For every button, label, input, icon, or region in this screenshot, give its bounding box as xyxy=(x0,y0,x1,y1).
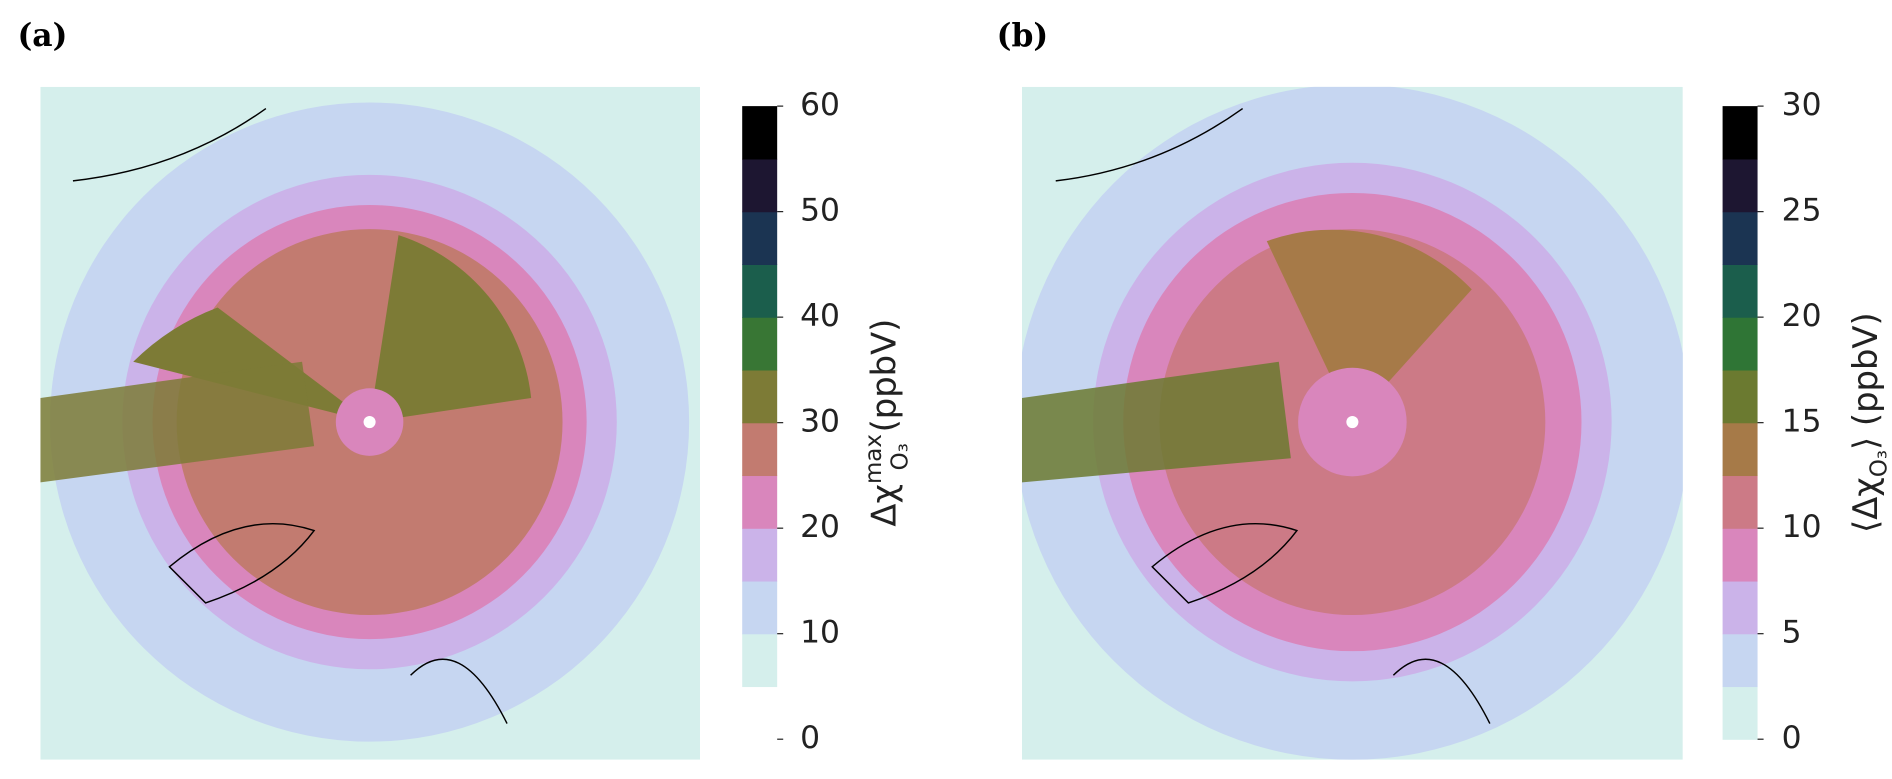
colorbar-bin xyxy=(742,369,778,424)
label-text: ⟨Δχ xyxy=(1846,477,1885,533)
colorbar-bin xyxy=(742,264,778,318)
tick-label: 40 xyxy=(800,298,840,334)
colorbar-bin xyxy=(742,580,778,635)
colorbar-bin xyxy=(742,106,778,160)
label-text: Δχ xyxy=(864,484,903,527)
colorbar-bin xyxy=(1722,475,1758,529)
tick-label: 30 xyxy=(800,404,840,440)
label-sup: max xyxy=(861,434,887,484)
colorbar-bin xyxy=(1722,686,1758,740)
map-b xyxy=(1021,86,1683,760)
colorbar-bin xyxy=(1722,633,1758,688)
tick-label: 5 xyxy=(1782,615,1802,651)
colorbar-bin xyxy=(1722,211,1758,265)
colorbar-bin xyxy=(1722,264,1758,318)
tick-label: 10 xyxy=(1782,509,1822,545)
colorbar-bin xyxy=(742,686,778,740)
map-a xyxy=(40,86,700,760)
tick-label: 20 xyxy=(1782,298,1822,334)
colorbar-bin xyxy=(742,475,778,529)
panel-label: (a) xyxy=(17,18,67,54)
colorbar-bin xyxy=(742,317,778,371)
colorbar-bin xyxy=(1722,422,1758,477)
colorbar-label: ⟨ΔχO₃⟩ (ppbV) xyxy=(1846,312,1892,533)
tick-label: 50 xyxy=(800,193,840,229)
colorbar-bin xyxy=(1722,528,1758,582)
colorbar-bin xyxy=(742,211,778,265)
tick-label: 30 xyxy=(1782,87,1822,123)
colorbar-bin xyxy=(1722,106,1758,160)
label-sub: O₃ xyxy=(1867,450,1892,477)
tick-label: 15 xyxy=(1782,404,1822,440)
colorbar-bin xyxy=(742,158,778,213)
colorbar-label: ΔχmaxO₃ (ppbV) xyxy=(861,319,914,527)
tick-label: 0 xyxy=(1782,720,1802,756)
colorbar-bin xyxy=(742,422,778,477)
label-unit: (ppbV) xyxy=(864,319,903,443)
colorbar-bin xyxy=(1722,158,1758,213)
colorbar-bin xyxy=(742,528,778,582)
tick-label: 60 xyxy=(800,87,840,123)
tick-label: 10 xyxy=(800,615,840,651)
tick-label: 0 xyxy=(800,720,820,756)
label-unit: ⟩ (ppbV) xyxy=(1846,312,1885,450)
colorbar-bin xyxy=(1722,369,1758,424)
label-sub: O₃ xyxy=(887,443,913,470)
colorbar-bin xyxy=(1722,580,1758,635)
tick-label: 25 xyxy=(1782,193,1822,229)
panel-label: (b) xyxy=(997,18,1049,54)
colorbar-bin xyxy=(1722,317,1758,371)
tick-label: 20 xyxy=(800,509,840,545)
colorbar-bin xyxy=(742,633,778,688)
